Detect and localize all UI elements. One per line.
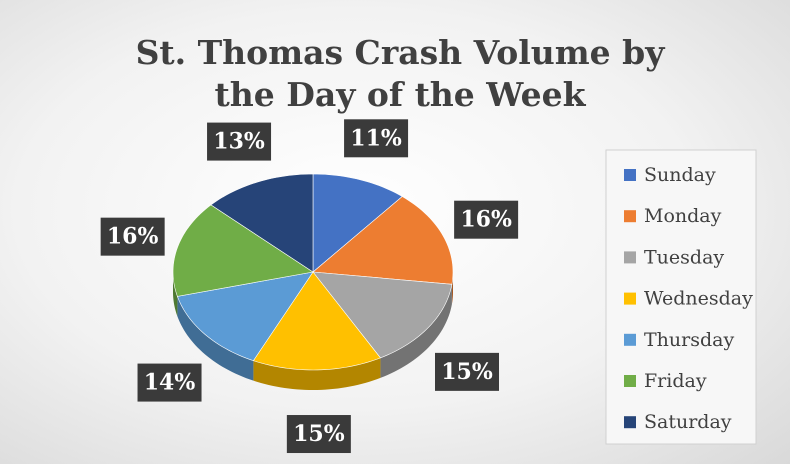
legend-swatch xyxy=(624,375,636,387)
slice-side xyxy=(380,284,452,378)
legend-swatch xyxy=(624,251,636,264)
data-label: 16% xyxy=(460,207,512,233)
legend-swatch xyxy=(624,210,636,223)
data-label-box xyxy=(435,352,500,391)
legend-label: Sunday xyxy=(644,164,716,186)
data-label: 13% xyxy=(213,129,265,155)
legend-swatch xyxy=(624,333,636,346)
slice xyxy=(252,271,381,371)
data-label: 15% xyxy=(293,421,345,447)
data-label-box xyxy=(286,415,351,454)
legend-label: Thursday xyxy=(644,329,734,351)
slice xyxy=(210,173,314,273)
slice xyxy=(312,196,454,285)
data-label-box xyxy=(454,200,519,239)
legend-swatch xyxy=(624,416,636,429)
slice xyxy=(312,173,403,273)
legend-label: Friday xyxy=(644,370,707,392)
slice xyxy=(176,271,314,362)
legend-label: Saturday xyxy=(644,411,732,433)
data-label-box xyxy=(207,122,272,161)
legend-swatch xyxy=(624,169,636,181)
data-label: 15% xyxy=(441,359,493,385)
data-label: 14% xyxy=(144,370,196,396)
data-label-box xyxy=(100,217,165,256)
legend-label: Wednesday xyxy=(644,288,753,310)
data-label: 16% xyxy=(107,224,159,250)
legend-label: Monday xyxy=(644,205,722,227)
data-label: 11% xyxy=(350,125,402,151)
slice-side xyxy=(177,296,254,381)
data-label-box xyxy=(137,363,202,402)
legend-label: Tuesday xyxy=(644,246,724,268)
chart-title: St. Thomas Crash Volume by the Day of th… xyxy=(135,33,665,114)
slice xyxy=(312,271,453,359)
slice xyxy=(172,204,314,297)
slice-side xyxy=(173,272,178,317)
legend-swatch xyxy=(624,292,636,305)
slice-side xyxy=(253,357,381,390)
data-label-box xyxy=(344,119,409,158)
